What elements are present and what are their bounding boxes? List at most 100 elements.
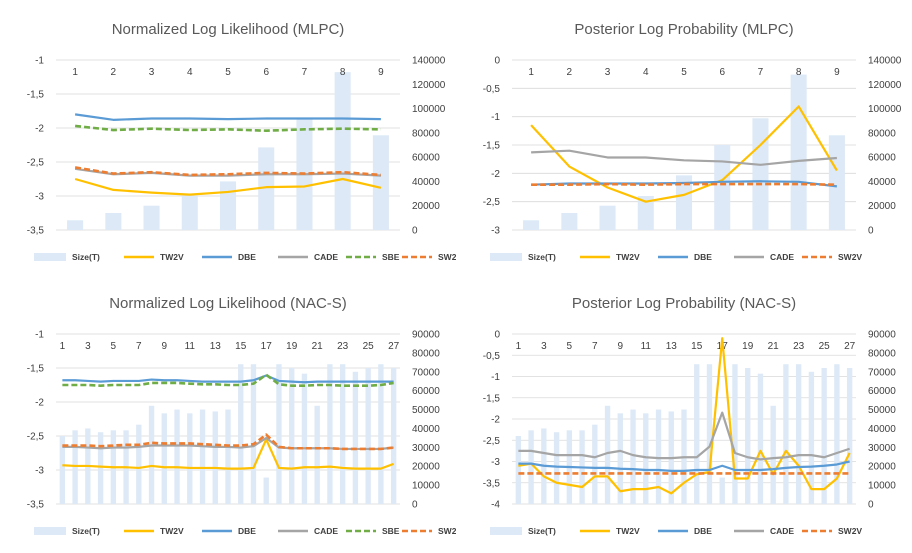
- x-tick-label: 5: [567, 341, 573, 352]
- y-tick-label: -0,5: [483, 351, 501, 362]
- legend-label: CADE: [770, 252, 794, 262]
- legend-label: DBE: [238, 252, 256, 262]
- x-tick-label: 21: [312, 341, 324, 352]
- series-line-dbe: [62, 374, 394, 384]
- x-tick-label: 1: [516, 341, 522, 352]
- y2-tick-label: 50000: [412, 405, 440, 416]
- x-tick-label: 8: [796, 67, 802, 78]
- size-bar: [327, 364, 333, 504]
- legend-item-tw2v: TW2V: [124, 252, 184, 262]
- size-bar: [630, 409, 636, 504]
- series-line-cade: [531, 149, 837, 166]
- y-tick-label: -3: [491, 226, 500, 237]
- size-bar: [808, 371, 815, 504]
- y-tick-label: -1,5: [483, 393, 501, 404]
- size-bar: [97, 432, 104, 504]
- y-tick-label: -2,5: [27, 158, 45, 169]
- size-bar: [553, 432, 560, 504]
- size-bar: [655, 409, 662, 504]
- x-tick-label: 19: [286, 341, 298, 352]
- x-tick-label: 3: [541, 341, 547, 352]
- size-bar: [219, 181, 237, 230]
- size-bar: [67, 220, 84, 230]
- y-tick-label: -3,5: [27, 226, 45, 237]
- series-line-sbe: [62, 373, 394, 387]
- legend-item-tw2v: TW2V: [580, 526, 640, 536]
- y-tick-label: -3: [35, 192, 44, 203]
- x-tick-label: 17: [261, 341, 273, 352]
- size-bar: [706, 364, 713, 504]
- legend-label: TW2V: [616, 526, 640, 536]
- legend-item-sbe: SBE: [346, 526, 400, 536]
- legend-label: CADE: [770, 526, 794, 536]
- x-tick-label: 1: [72, 67, 78, 78]
- series-line-dbe: [518, 460, 850, 472]
- x-tick-label: 1: [528, 67, 534, 78]
- legend-item-dbe: DBE: [658, 252, 712, 262]
- y2-tick-label: 120000: [412, 80, 446, 91]
- legend-label: SBE: [382, 252, 400, 262]
- legend-swatch: [490, 527, 522, 535]
- size-bar: [250, 364, 257, 504]
- size-bar: [148, 405, 155, 504]
- size-bar: [199, 409, 206, 504]
- y2-tick-label: 50000: [868, 405, 896, 416]
- y2-tick-label: 20000: [412, 462, 440, 473]
- size-bar: [276, 364, 282, 504]
- x-tick-label: 7: [302, 67, 308, 78]
- x-tick-label: 5: [111, 341, 117, 352]
- size-bar: [795, 364, 802, 504]
- y-tick-label: -1,5: [27, 90, 45, 101]
- size-bar: [390, 368, 397, 504]
- legend-item-size-t: Size(T): [490, 252, 556, 262]
- y2-tick-label: 80000: [412, 128, 440, 139]
- y2-tick-label: 10000: [868, 481, 896, 492]
- legend-label: CADE: [314, 526, 338, 536]
- y-tick-label: -1,5: [27, 364, 45, 375]
- legend-item-sbe: SBE: [346, 252, 400, 262]
- x-tick-label: 11: [185, 341, 196, 352]
- series-line-sw2v: [531, 182, 837, 186]
- y2-tick-label: 100000: [868, 104, 902, 115]
- x-tick-label: 19: [742, 341, 754, 352]
- chart-title: Posterior Log Probability (MLPC): [574, 21, 793, 38]
- y2-tick-label: 0: [868, 500, 874, 511]
- y2-tick-label: 30000: [412, 443, 440, 454]
- size-bar: [617, 413, 623, 504]
- legend-label: Size(T): [72, 526, 100, 536]
- size-bar: [212, 411, 218, 504]
- chart-posterior-nac-s: Posterior Log Probability (NAC-S) -4 -3,5 -…: [483, 295, 896, 536]
- size-bar: [637, 196, 654, 230]
- y2-tick-label: 40000: [412, 424, 440, 435]
- series-line-sw2v: [74, 166, 381, 177]
- size-bar: [365, 368, 371, 504]
- x-tick-label: 15: [235, 341, 247, 352]
- y2-tick-label: 90000: [412, 330, 440, 341]
- size-bar: [783, 364, 789, 504]
- series-line-tw2v: [530, 105, 838, 203]
- legend-item-dbe: DBE: [202, 252, 256, 262]
- legend-label: SW2V: [838, 526, 862, 536]
- legend-label: TW2V: [160, 252, 184, 262]
- y2-tick-label: 0: [868, 226, 874, 237]
- x-tick-label: 2: [567, 67, 573, 78]
- x-tick-label: 21: [768, 341, 780, 352]
- y-tick-label: -2,5: [27, 432, 45, 443]
- x-tick-label: 27: [844, 341, 856, 352]
- legend-label: Size(T): [528, 526, 556, 536]
- y-tick-label: -1: [491, 372, 500, 383]
- legend-swatch: [34, 527, 66, 535]
- y2-tick-label: 60000: [412, 153, 440, 164]
- series-line-tw2v: [518, 337, 851, 495]
- y2-tick-label: 10000: [412, 481, 440, 492]
- x-tick-label: 15: [691, 341, 703, 352]
- y-tick-label: -2: [35, 398, 44, 409]
- size-bar: [714, 145, 731, 230]
- chart-panel-3: Normalized Log Likelihood (NAC-S) -3,5 -3 -…: [0, 274, 463, 548]
- size-bar: [263, 477, 269, 504]
- legend-label: DBE: [694, 252, 712, 262]
- y2-tick-label: 80000: [868, 348, 896, 359]
- y-tick-label: -3,5: [483, 478, 501, 489]
- size-bar: [334, 72, 351, 231]
- chart-title: Posterior Log Probability (NAC-S): [572, 295, 796, 312]
